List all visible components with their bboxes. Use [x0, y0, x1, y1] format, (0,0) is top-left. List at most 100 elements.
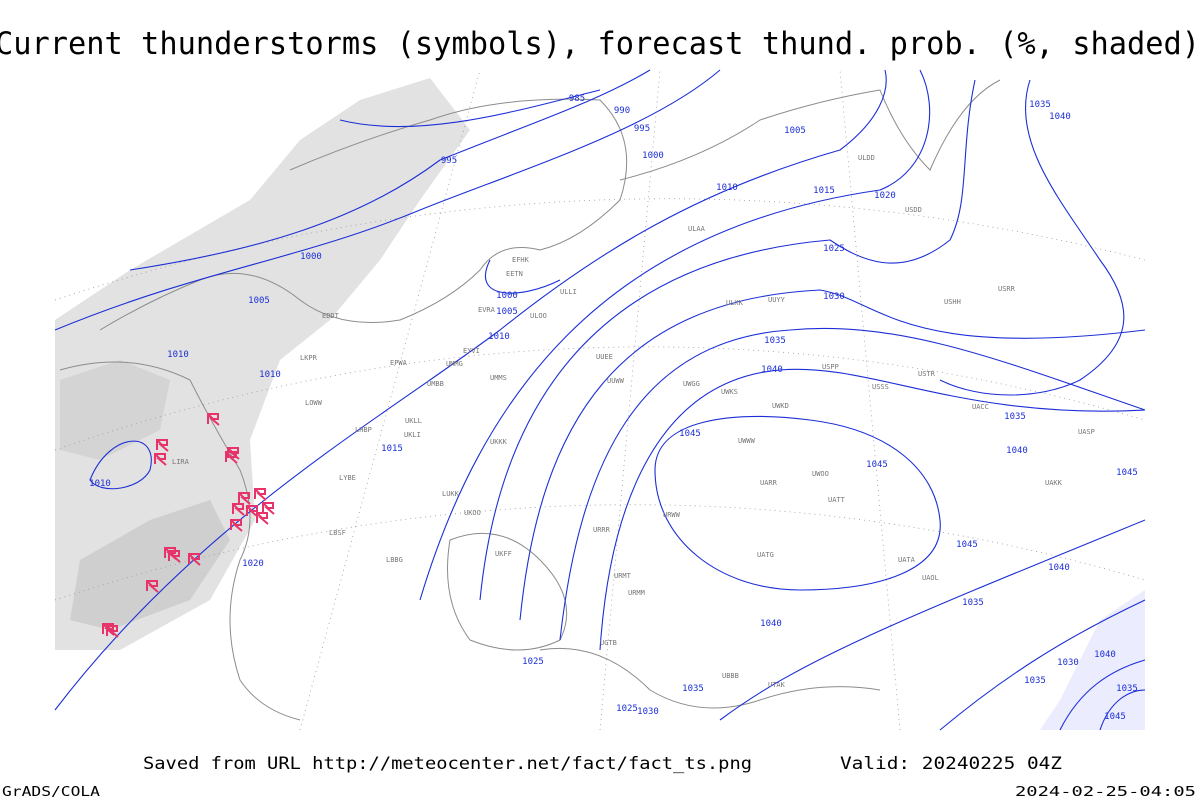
- isobar-label: 1035: [682, 684, 704, 694]
- station-label: URWW: [663, 511, 681, 519]
- isobar-label: 1035: [1024, 676, 1046, 686]
- isobar-label: 1030: [1057, 658, 1079, 668]
- thunderstorm: [238, 492, 251, 505]
- isobar-label: 1040: [760, 619, 782, 629]
- isobar-label: 1000: [496, 291, 518, 301]
- isobar-label: 1035: [1004, 412, 1026, 422]
- station-label: ULKK: [726, 299, 744, 307]
- station-label: UMMS: [490, 374, 507, 382]
- station-label: UGTB: [600, 639, 617, 647]
- station-label: UATT: [828, 496, 846, 504]
- station-label: LUKK: [442, 490, 460, 498]
- isobar-label: 1010: [488, 332, 510, 342]
- station-label: UKLL: [405, 417, 422, 425]
- timestamp: 2024-02-25-04:05: [1015, 785, 1196, 800]
- station-label: UWWW: [738, 437, 756, 445]
- thunderstorm: [154, 453, 167, 466]
- isobar-label: 1010: [89, 479, 111, 489]
- valid-time: Valid: 20240225 04Z: [840, 754, 1062, 774]
- thunderstorm: [188, 553, 201, 566]
- station-label: UARR: [760, 479, 778, 487]
- station-label: UTAK: [768, 681, 786, 689]
- station-label: LOWW: [305, 399, 323, 407]
- station-label: UACC: [972, 403, 989, 411]
- isobar-label: 1045: [1104, 712, 1126, 722]
- thunderstorm: [230, 519, 243, 532]
- title: Current thunderstorms (symbols), forecas…: [0, 26, 1200, 62]
- station-label: UKKK: [490, 438, 508, 446]
- isobar-label: 1030: [637, 707, 659, 717]
- thunderstorm: [156, 439, 169, 452]
- thunderstorm: [254, 488, 267, 501]
- graticule: [54, 69, 1146, 731]
- isobar-label: 1030: [823, 292, 845, 302]
- station-label: USTR: [918, 370, 936, 378]
- station-label: USSS: [872, 383, 889, 391]
- isobar-label: 995: [634, 124, 650, 134]
- saved-url: Saved from URL http://meteocenter.net/fa…: [143, 754, 752, 774]
- isobar-label: 1045: [679, 429, 701, 439]
- isobar-label: 1000: [300, 252, 322, 262]
- station-label: UWKS: [721, 388, 738, 396]
- station-label: ULAA: [688, 225, 706, 233]
- isobar-label: 1040: [761, 365, 783, 375]
- thunderstorm: [168, 550, 181, 563]
- isobar-label: 1025: [616, 704, 638, 714]
- station-label: UMMG: [446, 360, 463, 368]
- isobar-label: 1005: [784, 126, 806, 136]
- thunderstorm: [146, 580, 159, 593]
- station-label: UUYY: [768, 296, 786, 304]
- station-label: EPWA: [390, 359, 408, 367]
- station-label: LBBG: [386, 556, 403, 564]
- isobar-label: 1015: [381, 444, 403, 454]
- isobars: [54, 69, 1146, 731]
- isobar-label: 1045: [1116, 468, 1138, 478]
- station-label: UASP: [1078, 428, 1095, 436]
- software: GrADS/COLA: [2, 785, 100, 800]
- station-label: EYVI: [463, 347, 480, 355]
- station-label: LIRA: [172, 458, 190, 466]
- station-label: UKLI: [404, 431, 421, 439]
- thunderstorm: [262, 502, 275, 515]
- isobar-label: 1040: [1048, 563, 1070, 573]
- thunderstorm: [246, 505, 259, 518]
- station-label: UKFF: [495, 550, 512, 558]
- station-label: UWOO: [812, 470, 829, 478]
- station-label: USHH: [944, 298, 961, 306]
- isobar-label: 1010: [716, 183, 738, 193]
- isobar-label: 1035: [1029, 100, 1051, 110]
- isobar-label: 1015: [813, 186, 835, 196]
- isobar-label: 990: [614, 106, 630, 116]
- isobar-label: 1040: [1049, 112, 1071, 122]
- isobar-label: 1010: [259, 370, 281, 380]
- station-label: EFHK: [512, 256, 530, 264]
- isobar-label: 1005: [248, 296, 270, 306]
- thunderstorm: [227, 447, 240, 460]
- station-label: LHBP: [355, 426, 372, 434]
- station-label: EDDT: [322, 312, 340, 320]
- isobar-label: 1025: [823, 244, 845, 254]
- station-label: EVRA: [478, 306, 496, 314]
- shading: [55, 78, 1145, 730]
- isobar-label: 985: [569, 94, 585, 104]
- station-label: UBBB: [722, 672, 739, 680]
- station-label: UAKK: [1045, 479, 1063, 487]
- isobar-label: 1040: [1006, 446, 1028, 456]
- thunderstorm: [232, 503, 245, 516]
- station-label: LBSF: [329, 529, 346, 537]
- station-label: ULLI: [560, 288, 577, 296]
- station-label: ULOO: [530, 312, 547, 320]
- station-label: URMM: [628, 589, 645, 597]
- station-label: USRR: [998, 285, 1016, 293]
- isobar-label: 1025: [522, 657, 544, 667]
- station-label: UATG: [757, 551, 774, 559]
- thunderstorm: [106, 625, 119, 638]
- isobar-label: 1020: [874, 191, 896, 201]
- station-label: ULDD: [858, 154, 875, 162]
- station-label: LYBE: [339, 474, 356, 482]
- isobar-label: 1035: [962, 598, 984, 608]
- station-label: UUWW: [607, 377, 625, 385]
